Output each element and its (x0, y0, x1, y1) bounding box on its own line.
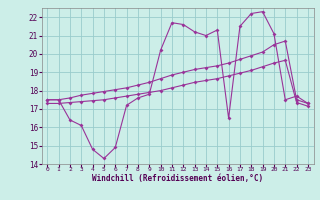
X-axis label: Windchill (Refroidissement éolien,°C): Windchill (Refroidissement éolien,°C) (92, 174, 263, 183)
